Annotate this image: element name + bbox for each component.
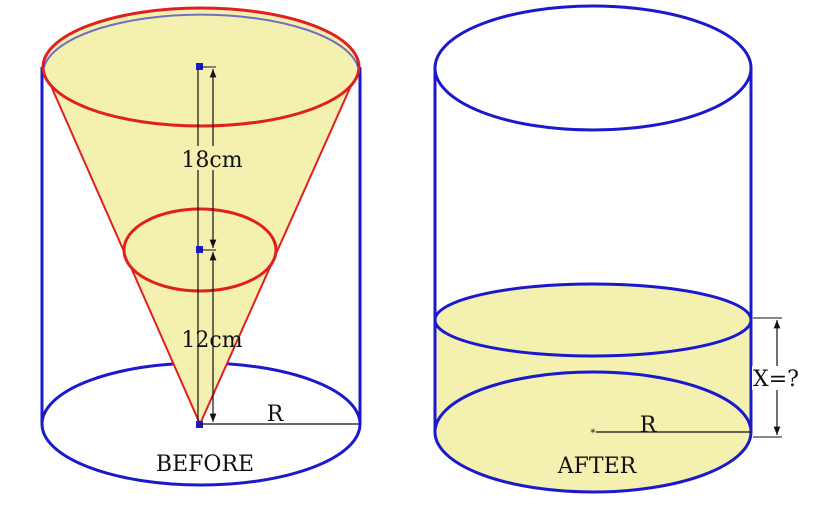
cylinder-top [433, 4, 753, 132]
cylinder-top-back [43, 13, 359, 68]
label-radius: R [267, 402, 285, 427]
caption-before: BEFORE [156, 452, 254, 477]
label-12cm: 12cm [181, 328, 242, 353]
liquid-surface [433, 282, 753, 358]
point-apex [196, 421, 203, 428]
point-middle [196, 246, 203, 253]
label-18cm: 18cm [181, 148, 242, 173]
point-top [196, 63, 203, 70]
caption-after: AFTER [557, 454, 638, 479]
after-figure: * X=? R AFTER [433, 4, 802, 494]
center-mark: * [591, 428, 596, 439]
label-x: X=? [753, 367, 799, 392]
label-radius: R [640, 413, 658, 438]
before-figure: 18cm 12cm R BEFORE [40, 6, 362, 487]
